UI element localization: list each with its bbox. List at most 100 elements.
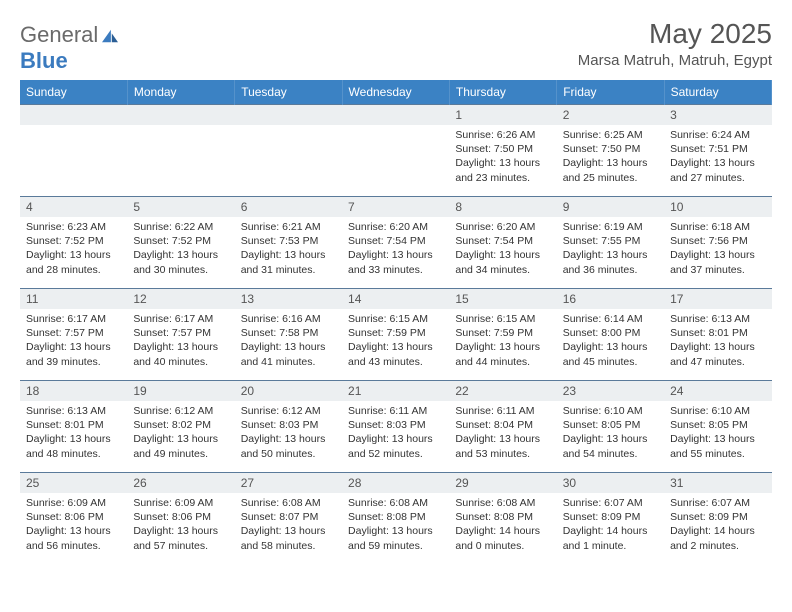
- month-title: May 2025: [578, 18, 772, 50]
- calendar-week-row: 4Sunrise: 6:23 AMSunset: 7:52 PMDaylight…: [20, 197, 772, 289]
- sunrise-line: Sunrise: 6:14 AM: [563, 312, 658, 326]
- sunrise-line: Sunrise: 6:20 AM: [348, 220, 443, 234]
- daylight-line: Daylight: 13 hours and 59 minutes.: [348, 524, 443, 552]
- calendar-cell: 6Sunrise: 6:21 AMSunset: 7:53 PMDaylight…: [235, 197, 342, 289]
- day-content: Sunrise: 6:11 AMSunset: 8:03 PMDaylight:…: [342, 401, 449, 467]
- daylight-line: Daylight: 13 hours and 39 minutes.: [26, 340, 121, 368]
- weekday-header: Friday: [557, 80, 664, 105]
- sunset-line: Sunset: 7:59 PM: [455, 326, 550, 340]
- weekday-header: Thursday: [449, 80, 556, 105]
- daylight-line: Daylight: 13 hours and 45 minutes.: [563, 340, 658, 368]
- day-content: Sunrise: 6:15 AMSunset: 7:59 PMDaylight:…: [342, 309, 449, 375]
- sunset-line: Sunset: 8:06 PM: [26, 510, 121, 524]
- sunset-line: Sunset: 8:00 PM: [563, 326, 658, 340]
- day-number: 4: [20, 197, 127, 217]
- calendar-week-row: 1Sunrise: 6:26 AMSunset: 7:50 PMDaylight…: [20, 105, 772, 197]
- calendar-cell: 13Sunrise: 6:16 AMSunset: 7:58 PMDayligh…: [235, 289, 342, 381]
- sunset-line: Sunset: 7:52 PM: [26, 234, 121, 248]
- weekday-header: Saturday: [664, 80, 771, 105]
- calendar-cell: 17Sunrise: 6:13 AMSunset: 8:01 PMDayligh…: [664, 289, 771, 381]
- calendar-table: Sunday Monday Tuesday Wednesday Thursday…: [20, 80, 772, 565]
- day-content: Sunrise: 6:16 AMSunset: 7:58 PMDaylight:…: [235, 309, 342, 375]
- sunset-line: Sunset: 8:04 PM: [455, 418, 550, 432]
- daylight-line: Daylight: 13 hours and 58 minutes.: [241, 524, 336, 552]
- calendar-cell: 12Sunrise: 6:17 AMSunset: 7:57 PMDayligh…: [127, 289, 234, 381]
- sunrise-line: Sunrise: 6:19 AM: [563, 220, 658, 234]
- day-content: Sunrise: 6:09 AMSunset: 8:06 PMDaylight:…: [20, 493, 127, 559]
- day-content: Sunrise: 6:08 AMSunset: 8:07 PMDaylight:…: [235, 493, 342, 559]
- sunrise-line: Sunrise: 6:26 AM: [455, 128, 550, 142]
- calendar-cell: [235, 105, 342, 197]
- weekday-header: Sunday: [20, 80, 127, 105]
- day-number: 28: [342, 473, 449, 493]
- header: GeneralBlue May 2025 Marsa Matruh, Matru…: [20, 18, 772, 74]
- title-block: May 2025 Marsa Matruh, Matruh, Egypt: [578, 18, 772, 69]
- calendar-cell: 15Sunrise: 6:15 AMSunset: 7:59 PMDayligh…: [449, 289, 556, 381]
- day-content: Sunrise: 6:07 AMSunset: 8:09 PMDaylight:…: [664, 493, 771, 559]
- daylight-line: Daylight: 13 hours and 50 minutes.: [241, 432, 336, 460]
- calendar-cell: 31Sunrise: 6:07 AMSunset: 8:09 PMDayligh…: [664, 473, 771, 565]
- sunset-line: Sunset: 7:50 PM: [563, 142, 658, 156]
- calendar-cell: 4Sunrise: 6:23 AMSunset: 7:52 PMDaylight…: [20, 197, 127, 289]
- sunset-line: Sunset: 7:54 PM: [455, 234, 550, 248]
- sunrise-line: Sunrise: 6:17 AM: [26, 312, 121, 326]
- daylight-line: Daylight: 13 hours and 34 minutes.: [455, 248, 550, 276]
- daylight-line: Daylight: 13 hours and 31 minutes.: [241, 248, 336, 276]
- calendar-cell: 23Sunrise: 6:10 AMSunset: 8:05 PMDayligh…: [557, 381, 664, 473]
- calendar-cell: 9Sunrise: 6:19 AMSunset: 7:55 PMDaylight…: [557, 197, 664, 289]
- day-content: Sunrise: 6:08 AMSunset: 8:08 PMDaylight:…: [449, 493, 556, 559]
- calendar-cell: 22Sunrise: 6:11 AMSunset: 8:04 PMDayligh…: [449, 381, 556, 473]
- sunset-line: Sunset: 8:03 PM: [241, 418, 336, 432]
- day-content: Sunrise: 6:15 AMSunset: 7:59 PMDaylight:…: [449, 309, 556, 375]
- calendar-cell: 18Sunrise: 6:13 AMSunset: 8:01 PMDayligh…: [20, 381, 127, 473]
- daylight-line: Daylight: 13 hours and 49 minutes.: [133, 432, 228, 460]
- calendar-cell: 25Sunrise: 6:09 AMSunset: 8:06 PMDayligh…: [20, 473, 127, 565]
- daylight-line: Daylight: 13 hours and 43 minutes.: [348, 340, 443, 368]
- sunrise-line: Sunrise: 6:09 AM: [26, 496, 121, 510]
- day-content: Sunrise: 6:13 AMSunset: 8:01 PMDaylight:…: [664, 309, 771, 375]
- day-number: 2: [557, 105, 664, 125]
- logo: GeneralBlue: [20, 18, 120, 74]
- daylight-line: Daylight: 13 hours and 52 minutes.: [348, 432, 443, 460]
- day-content: Sunrise: 6:14 AMSunset: 8:00 PMDaylight:…: [557, 309, 664, 375]
- calendar-cell: 27Sunrise: 6:08 AMSunset: 8:07 PMDayligh…: [235, 473, 342, 565]
- calendar-week-row: 11Sunrise: 6:17 AMSunset: 7:57 PMDayligh…: [20, 289, 772, 381]
- sunset-line: Sunset: 8:08 PM: [348, 510, 443, 524]
- logo-sail-icon: [100, 28, 120, 44]
- daylight-line: Daylight: 13 hours and 44 minutes.: [455, 340, 550, 368]
- day-number-empty: [20, 105, 127, 125]
- day-number-empty: [235, 105, 342, 125]
- sunrise-line: Sunrise: 6:12 AM: [241, 404, 336, 418]
- day-content: Sunrise: 6:08 AMSunset: 8:08 PMDaylight:…: [342, 493, 449, 559]
- day-number: 30: [557, 473, 664, 493]
- day-number: 5: [127, 197, 234, 217]
- sunset-line: Sunset: 8:07 PM: [241, 510, 336, 524]
- sunset-line: Sunset: 7:58 PM: [241, 326, 336, 340]
- day-content: Sunrise: 6:18 AMSunset: 7:56 PMDaylight:…: [664, 217, 771, 283]
- sunset-line: Sunset: 7:50 PM: [455, 142, 550, 156]
- daylight-line: Daylight: 13 hours and 40 minutes.: [133, 340, 228, 368]
- day-number: 10: [664, 197, 771, 217]
- calendar-week-row: 18Sunrise: 6:13 AMSunset: 8:01 PMDayligh…: [20, 381, 772, 473]
- calendar-cell: [127, 105, 234, 197]
- sunset-line: Sunset: 7:57 PM: [133, 326, 228, 340]
- sunrise-line: Sunrise: 6:07 AM: [563, 496, 658, 510]
- daylight-line: Daylight: 13 hours and 33 minutes.: [348, 248, 443, 276]
- sunrise-line: Sunrise: 6:20 AM: [455, 220, 550, 234]
- day-content: Sunrise: 6:10 AMSunset: 8:05 PMDaylight:…: [557, 401, 664, 467]
- sunset-line: Sunset: 8:01 PM: [670, 326, 765, 340]
- weekday-header: Wednesday: [342, 80, 449, 105]
- weekday-header-row: Sunday Monday Tuesday Wednesday Thursday…: [20, 80, 772, 105]
- sunset-line: Sunset: 7:52 PM: [133, 234, 228, 248]
- sunrise-line: Sunrise: 6:11 AM: [348, 404, 443, 418]
- daylight-line: Daylight: 13 hours and 27 minutes.: [670, 156, 765, 184]
- day-number: 16: [557, 289, 664, 309]
- day-number: 21: [342, 381, 449, 401]
- day-content: Sunrise: 6:17 AMSunset: 7:57 PMDaylight:…: [20, 309, 127, 375]
- sunset-line: Sunset: 7:59 PM: [348, 326, 443, 340]
- calendar-cell: 28Sunrise: 6:08 AMSunset: 8:08 PMDayligh…: [342, 473, 449, 565]
- daylight-line: Daylight: 13 hours and 56 minutes.: [26, 524, 121, 552]
- sunrise-line: Sunrise: 6:09 AM: [133, 496, 228, 510]
- sunrise-line: Sunrise: 6:17 AM: [133, 312, 228, 326]
- daylight-line: Daylight: 13 hours and 54 minutes.: [563, 432, 658, 460]
